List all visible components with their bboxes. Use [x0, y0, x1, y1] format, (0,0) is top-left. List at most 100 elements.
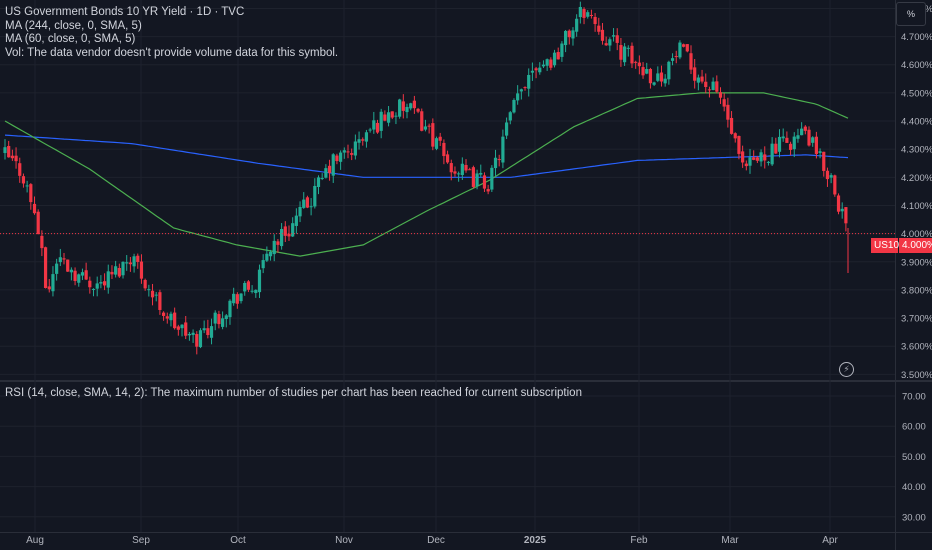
candle-body	[475, 173, 479, 187]
candle-body	[471, 167, 475, 187]
candle-body	[191, 332, 195, 335]
rsi-legend[interactable]: RSI (14, close, SMA, 14, 2): The maximum…	[5, 387, 582, 399]
candle-body	[139, 261, 144, 279]
legend-ma60[interactable]: MA (60, close, 0, SMA, 5)	[5, 33, 136, 45]
candle-body	[718, 92, 723, 98]
price-tick-label: 4.000%	[901, 229, 932, 240]
candle-body	[600, 29, 605, 41]
candle-body	[261, 260, 265, 269]
rsi-tick-label: 40.00	[902, 482, 926, 493]
price-tick-label: 3.500%	[901, 370, 932, 381]
candle-body	[73, 270, 77, 281]
candle-body	[55, 263, 59, 274]
candle-body	[136, 255, 140, 262]
candle-body	[243, 282, 247, 292]
candle-body	[394, 115, 398, 117]
candle-body	[563, 30, 568, 46]
candle-body	[445, 154, 450, 163]
lightning-icon[interactable]: ⚡	[839, 362, 854, 377]
candle-body	[287, 233, 291, 237]
candle-body	[527, 74, 531, 89]
axes[interactable]: 4.800%4.700%4.600%4.500%4.400%4.300%4.20…	[26, 4, 932, 546]
candle-body	[534, 68, 538, 71]
candle-body	[693, 67, 697, 81]
candle-body	[84, 270, 88, 280]
candle-body	[313, 185, 317, 207]
candle-body	[482, 175, 487, 189]
candle-body	[302, 199, 306, 208]
candle-body	[51, 274, 55, 292]
legend-title[interactable]: US Government Bonds 10 YR Yield · 1D · T…	[5, 6, 245, 18]
candle-body	[316, 177, 321, 188]
candle-body	[519, 89, 523, 92]
candles[interactable]	[3, 1, 849, 355]
price-tick-label: 4.200%	[901, 173, 932, 184]
candle-body	[161, 312, 166, 316]
candle-body	[180, 324, 184, 329]
candle-body	[648, 68, 653, 84]
candle-body	[250, 290, 254, 292]
legend-vol[interactable]: Vol: The data vendor doesn't provide vol…	[5, 46, 339, 59]
candle-body	[674, 56, 678, 58]
candle-body	[77, 274, 81, 283]
candle-body	[320, 177, 324, 179]
ma-path	[4, 134, 849, 178]
candle-body	[748, 157, 752, 166]
candle-body	[792, 136, 796, 150]
legend-ma244[interactable]: MA (244, close, 0, SMA, 5)	[5, 19, 142, 32]
candle-body	[257, 269, 262, 293]
candle-body	[696, 77, 700, 83]
candle-body	[272, 240, 276, 255]
candle-body	[372, 120, 376, 130]
candle-body	[781, 136, 785, 139]
candle-body	[150, 290, 155, 298]
candle-body	[383, 114, 387, 121]
candle-body	[700, 76, 704, 82]
candle-body	[766, 161, 771, 163]
candle-body	[198, 330, 203, 348]
candle-body	[490, 167, 494, 190]
candle-body	[737, 135, 741, 154]
candle-body	[335, 155, 339, 162]
candle-body	[770, 143, 774, 165]
candle-body	[331, 154, 335, 176]
candle-body	[128, 262, 132, 265]
candle-body	[298, 206, 302, 217]
candle-body	[29, 184, 33, 203]
time-tick-label: Feb	[630, 535, 648, 546]
candle-body	[538, 67, 542, 73]
candle-body	[726, 104, 730, 120]
candle-body	[18, 163, 22, 176]
rsi-tick-label: 50.00	[902, 452, 926, 463]
candle-body	[707, 89, 712, 91]
candle-body	[460, 163, 464, 176]
candle-body	[785, 137, 789, 143]
unit-button[interactable]: %	[896, 2, 926, 26]
candle-body	[195, 334, 199, 347]
main-legend: US Government Bonds 10 YR Yield · 1D · T…	[5, 6, 338, 60]
candle-body	[110, 271, 114, 275]
candle-body	[733, 133, 737, 139]
candle-body	[95, 283, 99, 289]
candle-body	[582, 9, 586, 18]
candle-body	[357, 139, 361, 143]
candle-body	[58, 257, 62, 263]
candle-body	[114, 266, 118, 275]
candle-body	[530, 70, 535, 73]
candle-body	[398, 99, 402, 117]
candle-body	[711, 81, 715, 91]
candle-body	[449, 163, 453, 173]
candle-body	[36, 211, 40, 235]
rsi-tick-label: 30.00	[902, 512, 926, 523]
time-tick-label: 2025	[524, 535, 547, 546]
candle-body	[32, 203, 37, 214]
candle-body	[401, 101, 405, 111]
candle-body	[619, 45, 623, 60]
candle-body	[324, 168, 328, 178]
ma60-line	[4, 92, 849, 257]
candle-body	[339, 152, 343, 162]
candle-body	[154, 294, 158, 296]
candle-body	[645, 69, 649, 74]
candle-body	[106, 271, 110, 288]
